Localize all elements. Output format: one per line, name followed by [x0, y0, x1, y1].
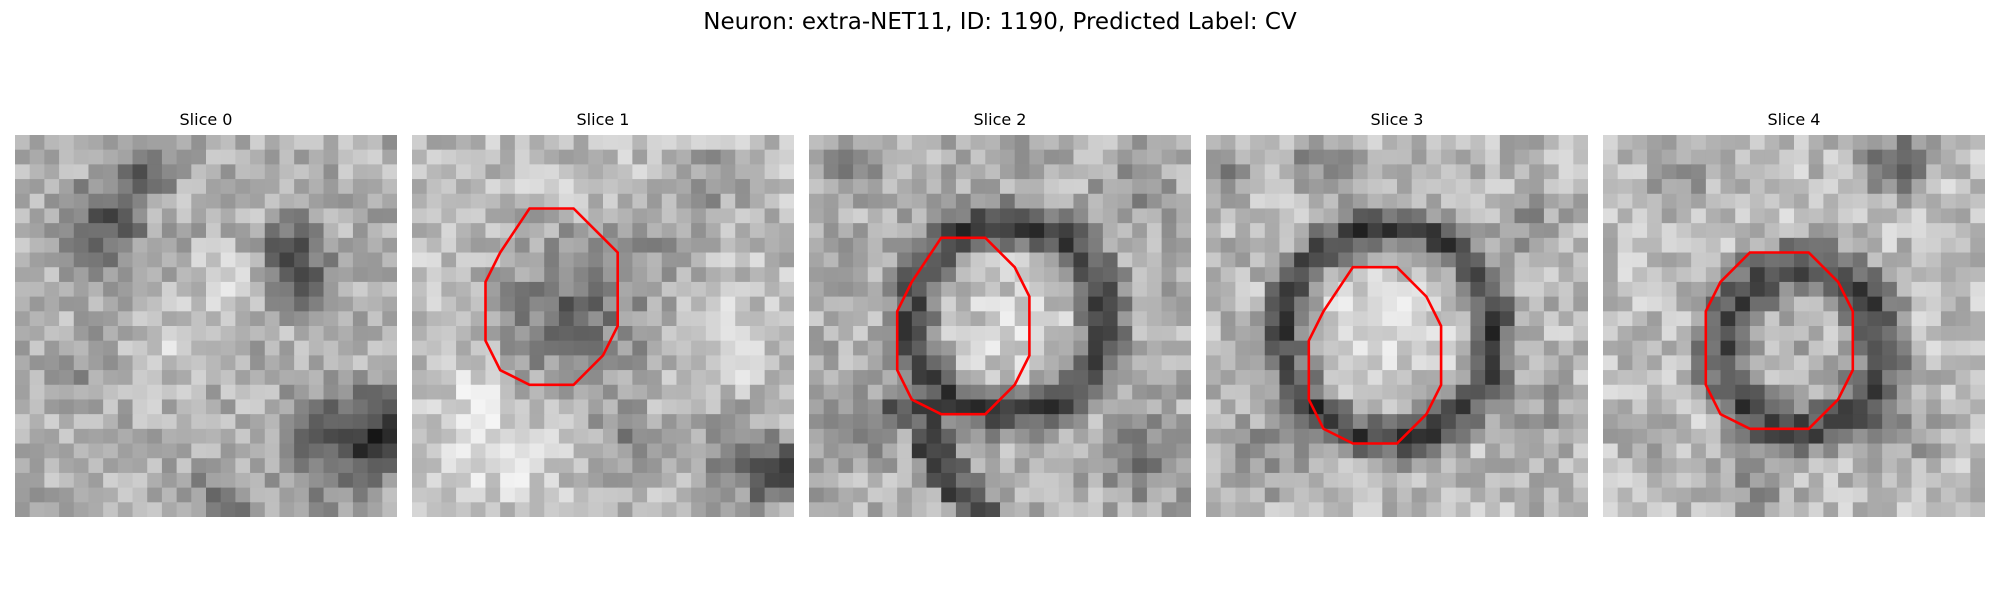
slice-0-image [15, 135, 397, 517]
figure-title: Neuron: extra-NET11, ID: 1190, Predicted… [703, 9, 1297, 35]
panel-title-slice-1: Slice 1 [576, 110, 630, 129]
panel-title-slice-4: Slice 4 [1767, 110, 1821, 129]
panel-title-slice-2: Slice 2 [973, 110, 1027, 129]
slice-1-image [412, 135, 794, 517]
slice-4-image [1603, 135, 1985, 517]
contour-outline-slice-3 [1307, 265, 1443, 445]
slice-2-image [809, 135, 1191, 517]
contour-outline-slice-4 [1704, 251, 1855, 431]
slice-3-image [1206, 135, 1588, 517]
panel-title-slice-0: Slice 0 [179, 110, 233, 129]
contour-outline-slice-1 [484, 207, 619, 387]
panel-title-slice-3: Slice 3 [1370, 110, 1424, 129]
contour-outline-slice-2 [895, 236, 1031, 416]
